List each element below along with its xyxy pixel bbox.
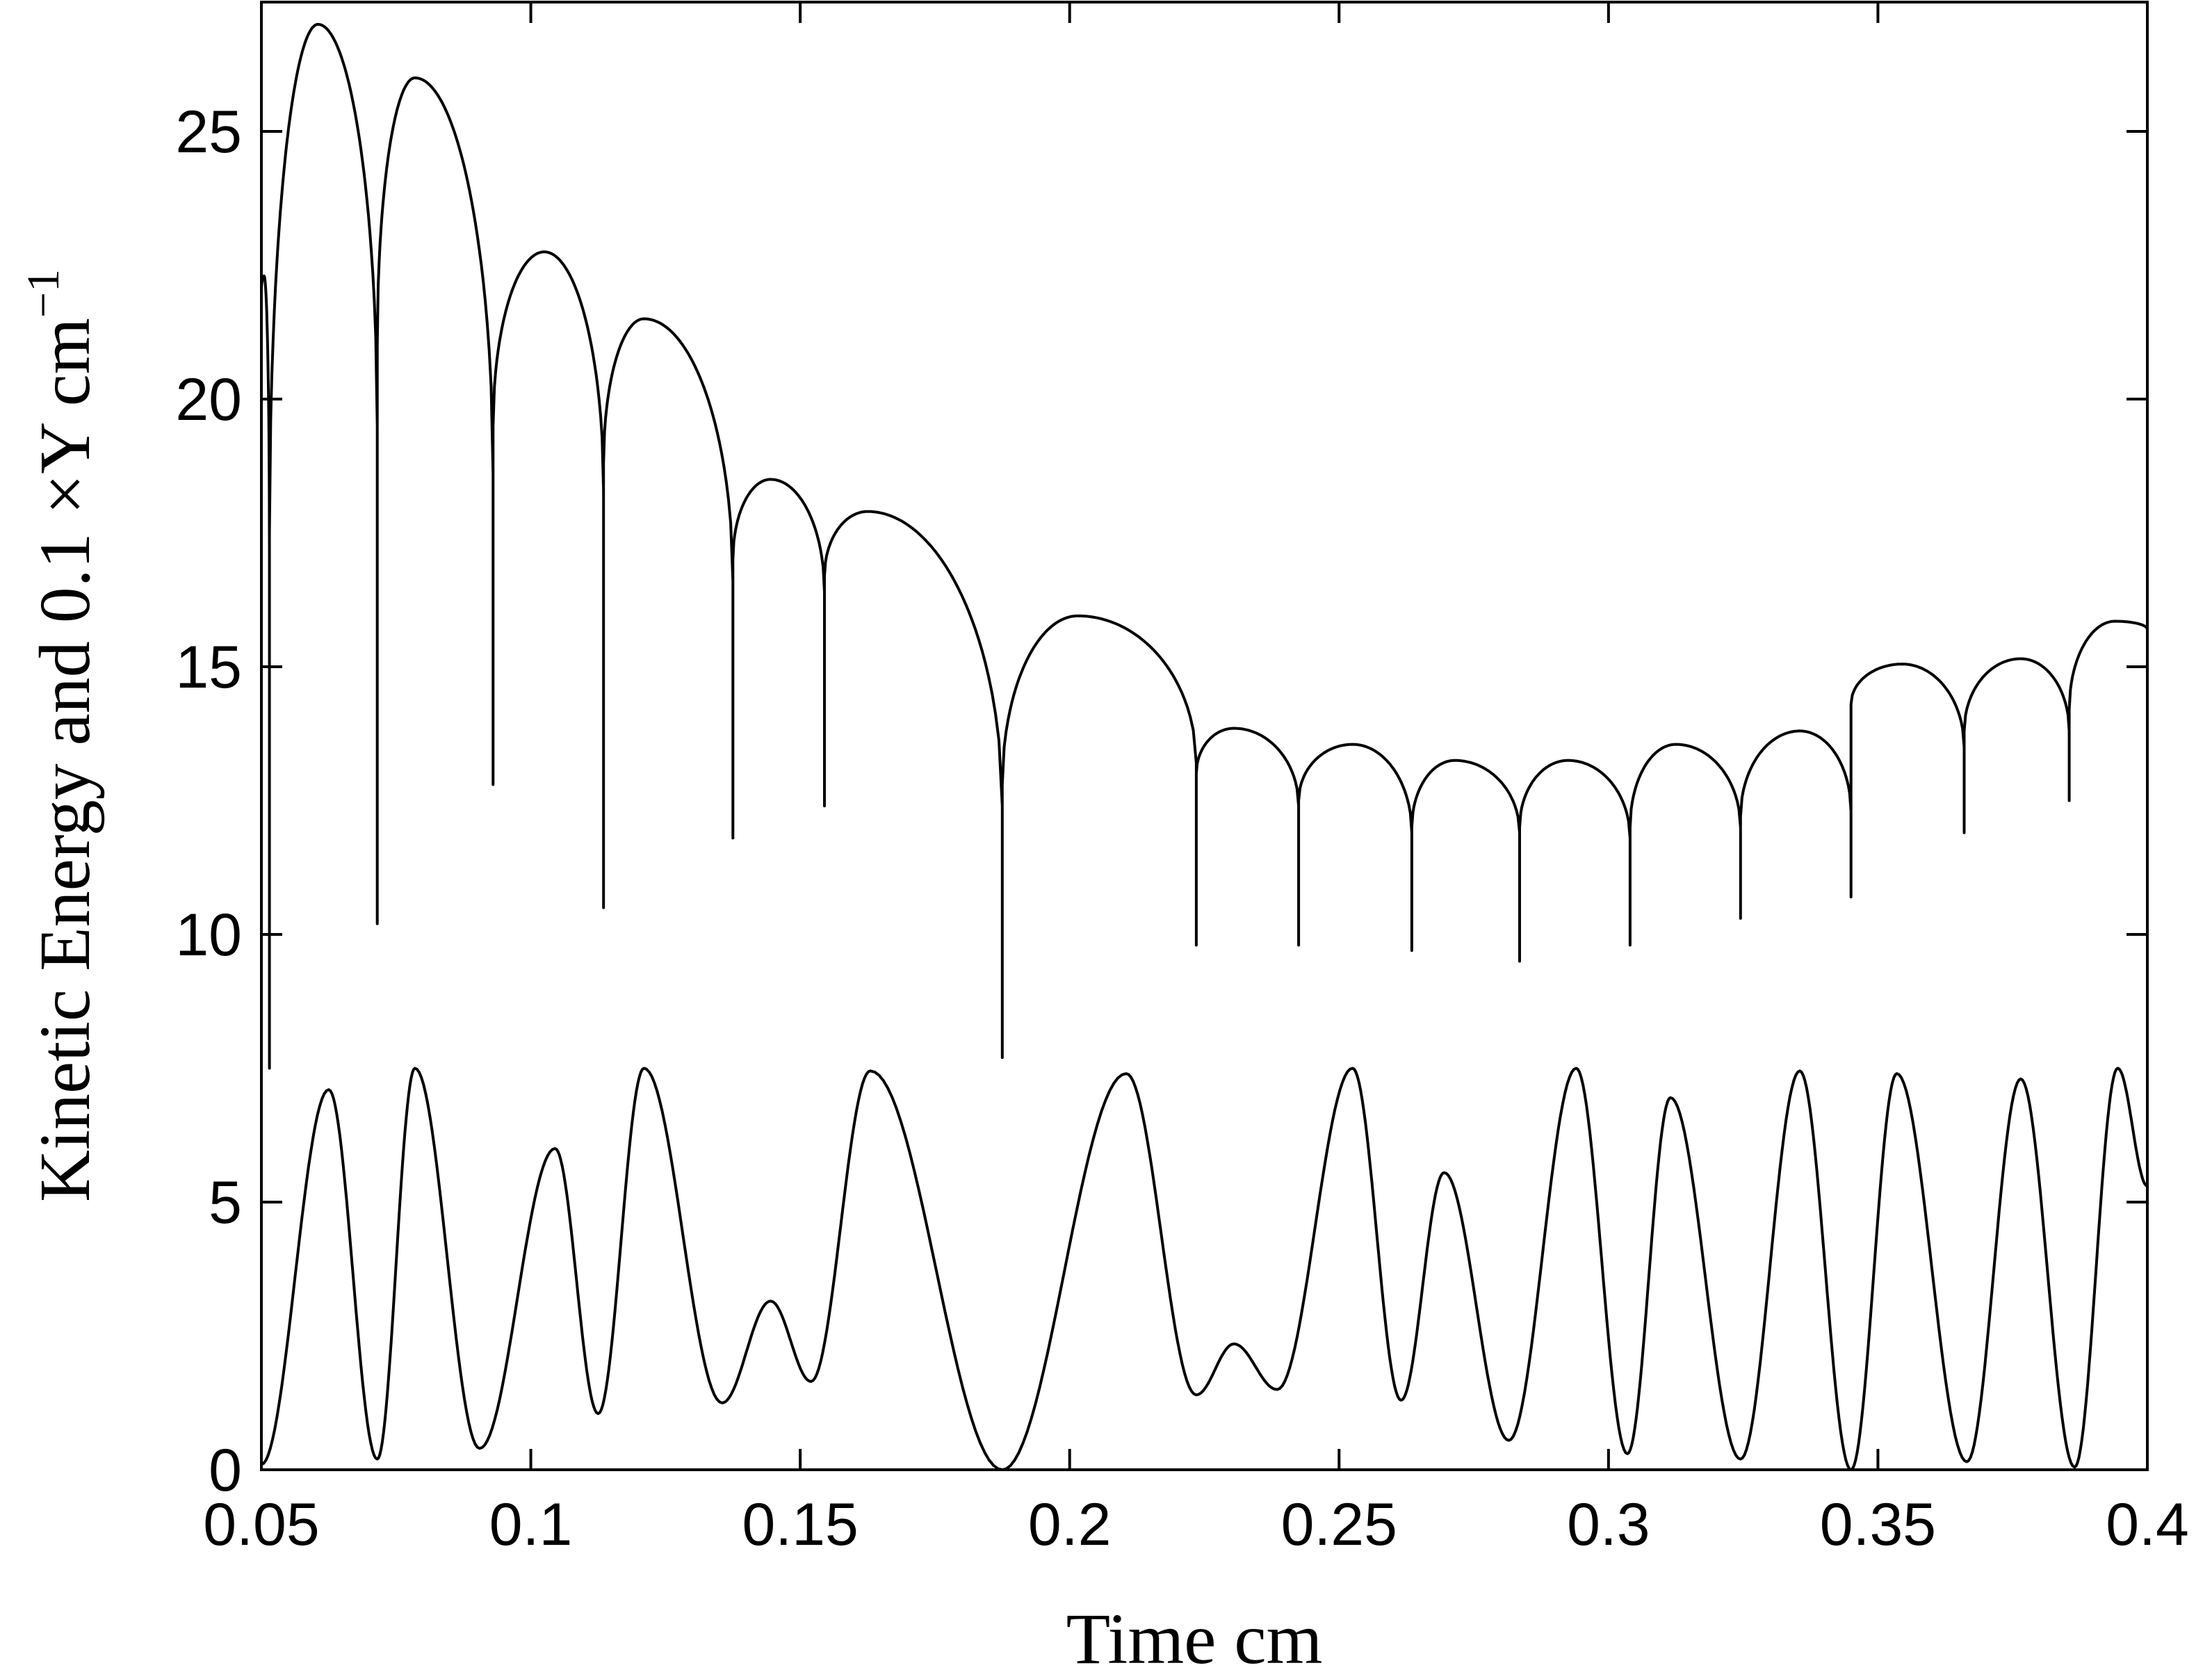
y-axis-ticks: 0 5 10 15 20 25 — [175, 99, 2147, 1504]
series-kinetic-energy-line — [260, 23, 2149, 1070]
series-layer — [260, 23, 2149, 1471]
plot-frame — [260, 1, 2149, 1471]
y-tick-label: 15 — [175, 634, 242, 701]
x-tick-label: 0.4 — [2106, 1491, 2189, 1558]
x-tick-label: 0.15 — [742, 1491, 858, 1558]
x-tick-label: 0.25 — [1281, 1491, 1397, 1558]
y-tick-label: 10 — [175, 902, 242, 968]
y-tick-label: 0 — [209, 1437, 242, 1504]
y-tick-label: 25 — [175, 99, 242, 165]
y-tick-label: 5 — [209, 1169, 242, 1236]
x-tick-label: 0.3 — [1567, 1491, 1650, 1558]
x-tick-label: 0.2 — [1028, 1491, 1112, 1558]
x-tick-label: 0.1 — [489, 1491, 573, 1558]
y-axis-label-superscript: −1 — [18, 269, 69, 318]
series-y-oscillation-line — [261, 1067, 2148, 1471]
y-axis-label: Kinetic Energy and 0.1 ×Y cm — [25, 318, 105, 1202]
svg-text:Kinetic Energy and 0.1 ×Y cm−1: Kinetic Energy and 0.1 ×Y cm−1 — [18, 269, 105, 1202]
y-axis-label-group: Kinetic Energy and 0.1 ×Y cm−1 — [18, 269, 105, 1202]
x-axis-ticks: 0.05 0.1 0.15 0.2 0.25 0.3 0.35 0.4 — [203, 2, 2189, 1558]
y-tick-label: 20 — [175, 366, 242, 433]
x-tick-label: 0.05 — [203, 1491, 319, 1558]
x-axis-label: Time cm — [1066, 1599, 1323, 1670]
x-tick-label: 0.35 — [1820, 1491, 1936, 1558]
